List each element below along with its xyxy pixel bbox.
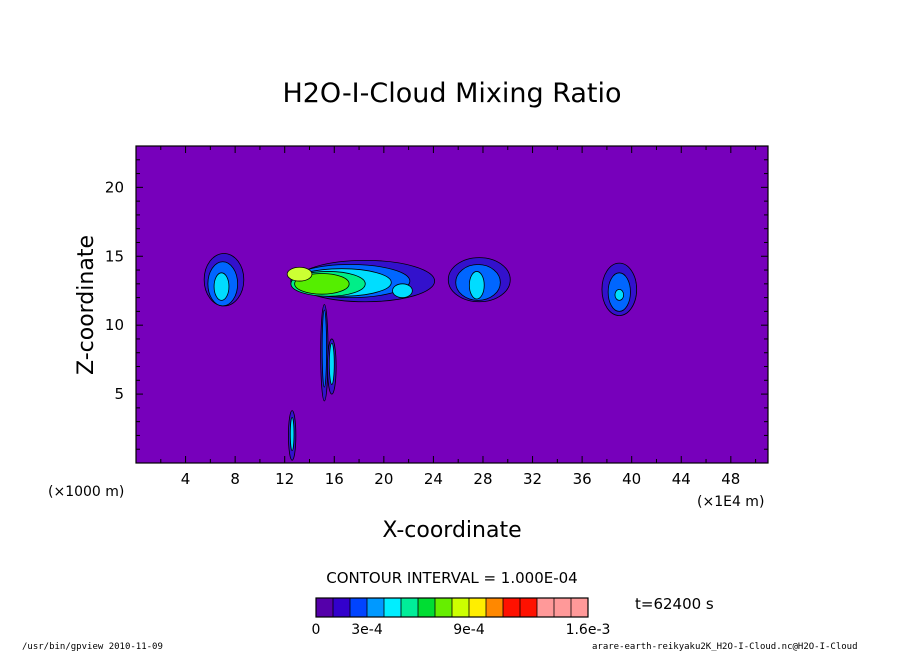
y-tick-label: 10: [105, 316, 124, 334]
colorbar-swatch: [401, 598, 419, 617]
cloud-main-right-core: [392, 283, 413, 299]
colorbar-swatch: [333, 598, 351, 617]
x-tick-label: 44: [672, 470, 691, 488]
y-tick-label: 15: [105, 247, 124, 265]
x-tick-label: 20: [374, 470, 393, 488]
footer-right: arare-earth-reikyaku2K_H2O-I-Cloud.nc@H2…: [592, 642, 858, 652]
x-tick-label: 16: [325, 470, 344, 488]
x-tick-label: 8: [230, 470, 240, 488]
y-axis-label: Z-coordinate: [74, 235, 99, 375]
colorbar-tick-label: 9e-4: [453, 622, 485, 638]
cloud-main-yellow: [286, 266, 313, 282]
colorbar-labels: 0 3e-4 9e-4 1.6e-3: [312, 622, 611, 638]
cloud-left-core: [213, 272, 230, 301]
y-tick-label: 20: [105, 178, 124, 196]
colorbar-tick-label: 3e-4: [351, 622, 383, 638]
x-tick-label: 28: [473, 470, 492, 488]
colorbar-swatch: [384, 598, 402, 617]
cloud-27-core: [468, 271, 485, 300]
colorbar-swatch: [316, 598, 334, 617]
chart-title: H2O-I-Cloud Mixing Ratio: [282, 78, 621, 109]
colorbar: [315, 597, 589, 618]
cloud-39-core: [614, 288, 625, 301]
colorbar-swatch: [503, 598, 521, 617]
x-unit-left: (×1000 m): [48, 484, 124, 500]
x-tick-label: 4: [181, 470, 191, 488]
colorbar-tick-label: 1.6e-3: [566, 622, 611, 638]
colorbar-swatch: [452, 598, 470, 617]
time-label: t=62400 s: [635, 595, 714, 613]
colorbar-tick-label: 0: [312, 622, 321, 638]
plot-background: [135, 145, 769, 464]
colorbar-swatch: [571, 598, 589, 617]
colorbar-swatch: [435, 598, 453, 617]
x-axis-label: X-coordinate: [382, 518, 521, 543]
x-tick-label: 36: [573, 470, 592, 488]
x-tick-label: 24: [424, 470, 443, 488]
x-tick-label: 40: [622, 470, 641, 488]
column-low-core: [289, 417, 295, 451]
axis-ticks: [136, 146, 768, 463]
y-tick-label: 5: [114, 385, 124, 403]
footer-left: /usr/bin/gpview 2010-11-09: [22, 642, 163, 652]
colorbar-swatch: [418, 598, 436, 617]
colorbar-swatch: [469, 598, 487, 617]
cloud-contours: [203, 253, 638, 461]
x-tick-label: 48: [721, 470, 740, 488]
column-right-core: [328, 342, 335, 385]
colorbar-swatch: [537, 598, 555, 617]
colorbar-swatch: [367, 598, 385, 617]
colorbar-swatch: [486, 598, 504, 617]
x-tick-label: 12: [275, 470, 294, 488]
contour-interval-label: CONTOUR INTERVAL = 1.000E-04: [326, 569, 577, 587]
x-tick-label: 32: [523, 470, 542, 488]
column-inner: [321, 309, 327, 388]
colorbar-swatch: [350, 598, 368, 617]
colorbar-swatch: [520, 598, 538, 617]
x-unit-right: (×1E4 m): [697, 494, 764, 510]
colorbar-swatch: [554, 598, 572, 617]
